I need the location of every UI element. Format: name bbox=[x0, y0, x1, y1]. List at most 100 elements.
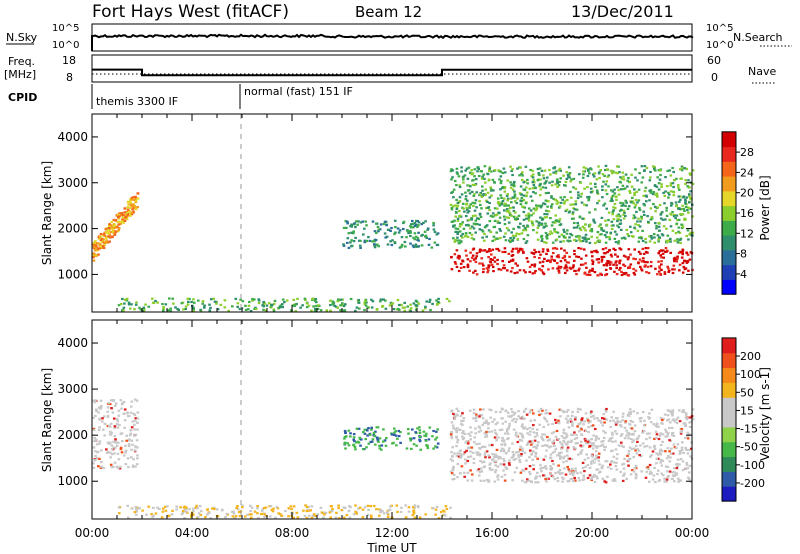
echo-cell-1962 bbox=[626, 207, 630, 210]
echo-cell-956 bbox=[518, 269, 522, 272]
echo-cell-1414 bbox=[537, 224, 540, 227]
echo-cell-490 bbox=[396, 227, 400, 230]
echo-cell-1397 bbox=[623, 437, 627, 440]
echo-cell-1870 bbox=[664, 218, 667, 221]
echo-cell-48 bbox=[272, 308, 276, 311]
echo-cell-2169 bbox=[676, 240, 680, 243]
echo-cell-972 bbox=[646, 265, 650, 268]
echo-cell-1393 bbox=[675, 214, 679, 217]
echo-cell-1108 bbox=[494, 453, 497, 456]
echo-cell-734 bbox=[601, 248, 605, 251]
echo-cell-1390 bbox=[515, 451, 518, 454]
echo-cell-1234 bbox=[462, 175, 465, 178]
echo-cell-42 bbox=[273, 299, 277, 302]
echo-cell-1938 bbox=[571, 211, 575, 214]
echo-cell-1248 bbox=[621, 415, 625, 418]
echo-cell-392 bbox=[119, 432, 123, 435]
echo-cell-1435 bbox=[665, 214, 669, 217]
echo-cell-130 bbox=[396, 298, 400, 302]
echo-cell-1286 bbox=[665, 227, 668, 230]
echo-cell-2184 bbox=[480, 170, 483, 173]
echo-cell-2120 bbox=[531, 187, 535, 190]
echo-cell-1070 bbox=[601, 188, 604, 191]
echo-cell-570 bbox=[403, 240, 407, 244]
echo-cell-1563 bbox=[450, 434, 453, 437]
echo-cell-1629 bbox=[476, 217, 479, 220]
echo-cell-778 bbox=[547, 477, 550, 480]
echo-cell-1602 bbox=[682, 411, 686, 414]
echo-cell-479 bbox=[411, 428, 414, 431]
echo-cell-2159 bbox=[550, 224, 554, 227]
echo-cell-868 bbox=[526, 260, 530, 263]
echo-cell-93 bbox=[283, 301, 286, 304]
echo-cell-432 bbox=[120, 212, 124, 215]
echo-cell-1334 bbox=[576, 472, 579, 475]
echo-cell-1530 bbox=[567, 480, 571, 483]
echo-cell-1157 bbox=[532, 191, 535, 194]
echo-cell-1846 bbox=[682, 207, 685, 210]
echo-cell-1317 bbox=[666, 435, 669, 438]
echo-cell-2195 bbox=[585, 240, 588, 243]
echo-cell-2109 bbox=[545, 216, 548, 219]
echo-cell-1493 bbox=[461, 438, 465, 441]
echo-cell-1043 bbox=[532, 468, 535, 471]
echo-cell-34 bbox=[385, 511, 389, 515]
echo-cell-1659 bbox=[461, 202, 465, 205]
echo-cell-3 bbox=[216, 508, 219, 511]
echo-cell-199 bbox=[134, 513, 138, 516]
echo-cell-190 bbox=[280, 514, 284, 517]
echo-cell-341 bbox=[131, 443, 134, 446]
echo-cell-85 bbox=[370, 306, 374, 309]
echo-cell-1026 bbox=[525, 257, 529, 260]
echo-cell-1515 bbox=[487, 430, 491, 433]
echo-cell-1752 bbox=[684, 182, 687, 185]
echo-cell-2085 bbox=[616, 186, 619, 189]
echo-cell-1578 bbox=[508, 211, 511, 214]
echo-cell-1462 bbox=[478, 426, 482, 429]
echo-cell-1310 bbox=[514, 457, 517, 461]
echo-cell-871 bbox=[609, 463, 612, 466]
cpid-segment-1: themis 3300 IF bbox=[96, 95, 178, 108]
echo-cell-813 bbox=[541, 444, 544, 447]
echo-cell-2017 bbox=[471, 214, 475, 217]
echo-cell-1251 bbox=[545, 213, 549, 216]
echo-cell-1209 bbox=[470, 446, 474, 449]
echo-cell-1597 bbox=[487, 229, 491, 232]
echo-cell-2179 bbox=[486, 200, 489, 203]
echo-cell-1619 bbox=[570, 433, 573, 436]
echo-cell-621 bbox=[454, 428, 457, 431]
echo-cell-765 bbox=[602, 255, 606, 258]
echo-cell-1443 bbox=[652, 233, 656, 236]
echo-cell-1586 bbox=[598, 176, 601, 180]
echo-cell-436 bbox=[118, 220, 121, 223]
echo-cell-1570 bbox=[482, 193, 485, 196]
echo-cell-1403 bbox=[559, 196, 563, 199]
echo-cell-187 bbox=[216, 308, 220, 311]
echo-cell-668 bbox=[657, 252, 660, 255]
echo-cell-613 bbox=[364, 220, 367, 223]
echo-cell-1221 bbox=[485, 450, 489, 453]
echo-cell-2158 bbox=[551, 221, 555, 224]
echo-cell-377 bbox=[110, 235, 114, 238]
echo-cell-1384 bbox=[545, 467, 548, 470]
echo-cell-2153 bbox=[590, 235, 593, 238]
echo-cell-1269 bbox=[525, 240, 529, 243]
echo-cell-10 bbox=[281, 298, 285, 301]
echo-cell-511 bbox=[350, 223, 354, 226]
echo-cell-1456 bbox=[496, 201, 500, 205]
echo-cell-229 bbox=[331, 300, 335, 303]
echo-cell-204 bbox=[210, 298, 213, 301]
echo-cell-1446 bbox=[687, 471, 691, 474]
echo-cell-1613 bbox=[673, 474, 676, 477]
echo-cell-522 bbox=[414, 245, 417, 248]
echo-cell-82 bbox=[249, 504, 252, 507]
echo-cell-1686 bbox=[452, 473, 456, 476]
echo-cell-484 bbox=[384, 444, 388, 447]
echo-cell-54 bbox=[248, 300, 251, 304]
echo-cell-1482 bbox=[668, 439, 671, 442]
echo-cell-1422 bbox=[521, 178, 524, 182]
echo-cell-917 bbox=[616, 453, 619, 456]
echo-cell-1881 bbox=[545, 237, 549, 240]
echo-cell-243 bbox=[417, 302, 420, 305]
echo-cell-553 bbox=[426, 444, 429, 447]
